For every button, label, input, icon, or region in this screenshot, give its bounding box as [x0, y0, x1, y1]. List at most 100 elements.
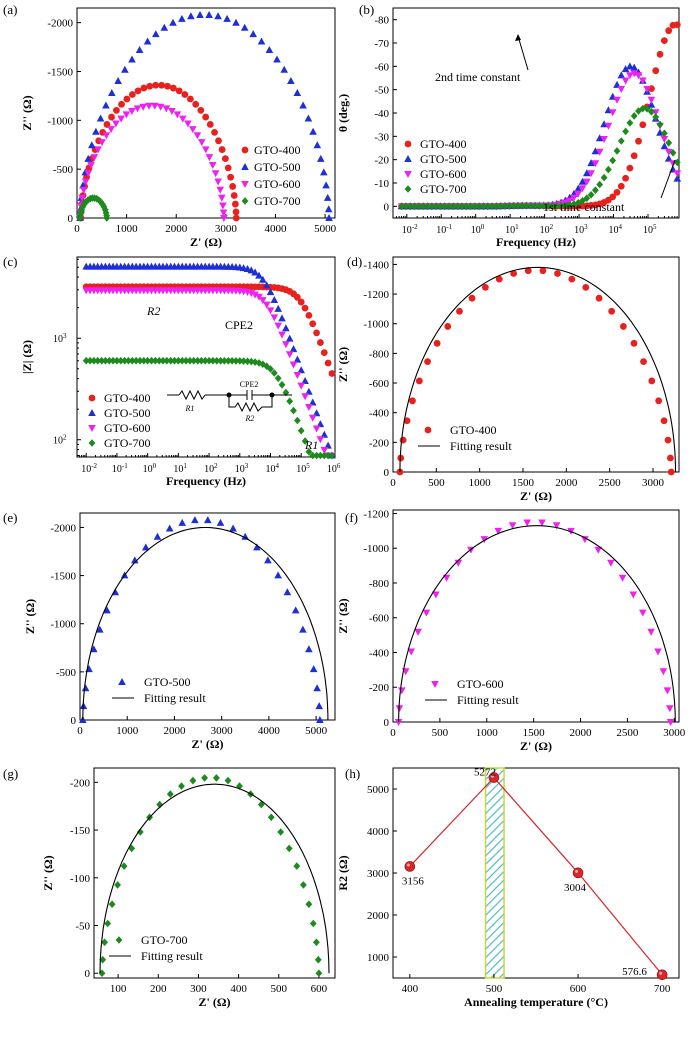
data-point: [270, 296, 279, 303]
data-point: [265, 46, 274, 53]
data-point: [432, 591, 440, 599]
y-axis-label: Z'' (Ω): [336, 347, 350, 382]
data-point: [629, 591, 638, 599]
data-point: [406, 202, 414, 211]
data-point: [324, 451, 332, 460]
data-point: [164, 82, 171, 90]
data-point: [441, 202, 449, 211]
panel-e: 0 1000 2000 3000 4000 5000 0 -500 -1000 -1500 -200…: [3, 510, 336, 751]
data-point: [80, 200, 88, 208]
data-point: [94, 146, 102, 154]
data-point: [84, 170, 92, 178]
data-point: [99, 200, 106, 208]
data-point: [223, 14, 231, 22]
data-point: [87, 162, 95, 169]
data-point: [247, 266, 256, 274]
fitting-curve: [82, 526, 329, 721]
y-tick-label: 1000: [367, 952, 390, 964]
y-tick-label: 0: [71, 715, 77, 727]
data-point: [101, 938, 108, 947]
data-point: [433, 339, 441, 347]
data-point: [215, 137, 222, 145]
panel-d: 0 500 1000 1500 2000 2500 3000 0 -200 -400 -600 -80…: [336, 254, 680, 503]
y-tick-label: -70: [374, 38, 389, 50]
x-tick-label: 3000: [215, 223, 238, 235]
panel-label: (b): [359, 2, 374, 17]
y-tick-label: -30: [374, 131, 389, 143]
data-point: [630, 112, 638, 120]
data-point: [178, 14, 186, 22]
data-point: [82, 356, 90, 365]
data-label: 3156: [402, 875, 425, 887]
data-point: [101, 206, 109, 214]
data-point: [317, 451, 324, 460]
data-point: [274, 322, 282, 330]
data-point: [595, 294, 603, 302]
data-point: [554, 270, 561, 277]
y-tick-label: 4000: [367, 826, 390, 838]
data-point: [544, 202, 552, 210]
y-tick-label: -20: [374, 155, 389, 167]
data-point: [151, 356, 159, 365]
data-point: [278, 331, 286, 339]
series-gto-700: [398, 104, 681, 211]
data-point: [191, 516, 199, 524]
legend-label: GTO-400: [420, 137, 466, 151]
data-point: [117, 356, 125, 365]
data-point: [315, 702, 323, 710]
data-point: [323, 193, 332, 201]
data-point: [458, 202, 466, 211]
data-point: [622, 174, 629, 182]
data-point: [639, 121, 647, 129]
y-tick-label: -40: [374, 108, 389, 120]
legend-gto-700-legend-marker: [404, 185, 412, 193]
y-tick-label: -1000: [363, 543, 389, 555]
data-point: [122, 111, 131, 119]
y-tick-label: -600: [369, 613, 390, 625]
data-point: [518, 201, 526, 210]
legend-label: GTO-600: [254, 177, 300, 191]
x-axis-label: Z' (Ω): [192, 737, 224, 751]
x-tick-label: 10-2: [81, 462, 97, 475]
x-tick-label: 101: [505, 223, 519, 236]
data-point: [167, 356, 175, 365]
data-point: [270, 369, 278, 377]
data-point: [468, 294, 476, 302]
data-point: [151, 102, 159, 110]
y-tick-label: -1200: [363, 289, 389, 301]
panel-label: (e): [3, 510, 17, 525]
data-point: [462, 202, 470, 211]
data-point: [79, 181, 87, 189]
y-tick-label: -1000: [47, 115, 73, 127]
data-point: [313, 938, 320, 947]
x-tick-label: 10-1: [112, 462, 128, 475]
legend-label: GTO-700: [254, 194, 300, 208]
data-point: [175, 356, 182, 365]
data-point: [181, 91, 189, 98]
data-point: [198, 139, 206, 147]
data-point: [255, 359, 263, 367]
data-point: [609, 156, 617, 165]
data-point: [320, 168, 328, 176]
data-point: [163, 356, 171, 365]
data-point: [596, 180, 604, 189]
data-point: [280, 65, 288, 73]
legend-label: GTO-700: [104, 436, 150, 450]
data-point: [540, 202, 548, 210]
data-point: [621, 65, 630, 73]
data-point: [266, 288, 275, 296]
data-point: [105, 356, 113, 365]
data-point: [493, 202, 500, 210]
data-point: [293, 862, 301, 870]
data-point: [666, 705, 674, 713]
panel-g: 100 200 300 400 500 600 0 -50 -100 -150 -200 Z' (Ω)…: [3, 766, 336, 1009]
data-point: [488, 202, 496, 210]
resistor-r2: [228, 395, 273, 413]
data-point: [282, 341, 290, 349]
x-tick-label: 101: [173, 462, 187, 475]
data-point: [607, 559, 615, 567]
data-point: [90, 645, 98, 653]
data-point: [313, 141, 322, 149]
data-point: [90, 154, 99, 162]
y-tick-label: -200: [369, 437, 390, 449]
